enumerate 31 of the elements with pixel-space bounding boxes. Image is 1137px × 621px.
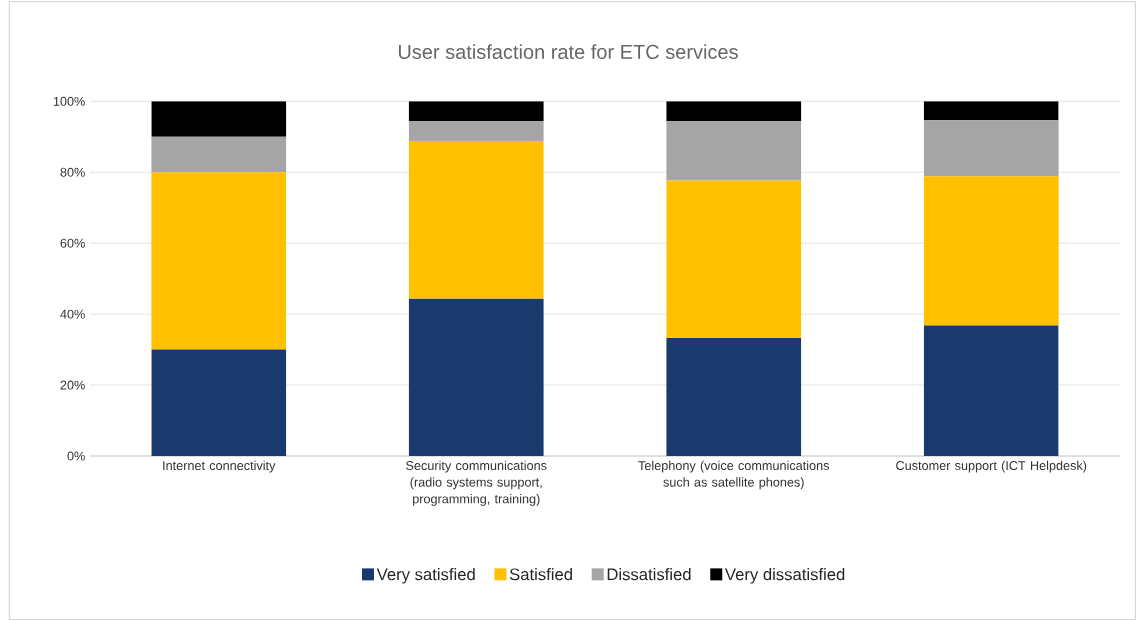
y-tick-label: 80%: [60, 167, 85, 177]
x-tick-label: Internet connectivity: [163, 460, 276, 473]
y-tick-label: 40%: [60, 309, 85, 319]
bar: [923, 325, 1059, 456]
bar: [666, 121, 802, 181]
bar: [408, 298, 544, 456]
legend-label: Very satisfied: [376, 567, 475, 584]
y-tick-label: 20%: [60, 380, 85, 390]
bar: [923, 101, 1059, 121]
y-tick-label: 60%: [60, 238, 85, 248]
bar: [666, 337, 802, 456]
bar: [408, 141, 544, 299]
bar: [666, 180, 802, 338]
bar: [408, 101, 544, 122]
bar: [151, 349, 287, 456]
legend-label: Satisfied: [509, 567, 572, 581]
x-tick-label: Telephony (voice communications such as satellite phones): [638, 460, 830, 490]
bar: [408, 121, 544, 142]
bar: [151, 136, 287, 173]
bar: [666, 101, 802, 122]
x-tick-label: Customer support (ICT Helpdesk): [896, 460, 1087, 473]
bar: [151, 172, 287, 350]
y-tick-label: 100%: [53, 96, 85, 106]
legend-label: Dissatisfied: [607, 567, 691, 581]
chart-title: User satisfaction rate for ETC services: [398, 44, 738, 59]
bar: [923, 120, 1059, 177]
x-tick-label: Security communications (radio systems support, programming, training): [406, 460, 547, 506]
y-tick-label: 0%: [67, 451, 85, 461]
bar: [151, 101, 287, 137]
legend-label: Very dissatisfied: [725, 567, 845, 584]
bar: [923, 176, 1059, 326]
